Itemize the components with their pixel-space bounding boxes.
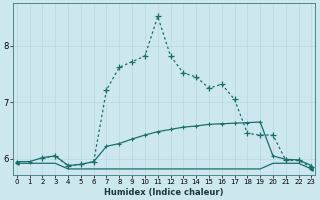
X-axis label: Humidex (Indice chaleur): Humidex (Indice chaleur) — [104, 188, 224, 197]
